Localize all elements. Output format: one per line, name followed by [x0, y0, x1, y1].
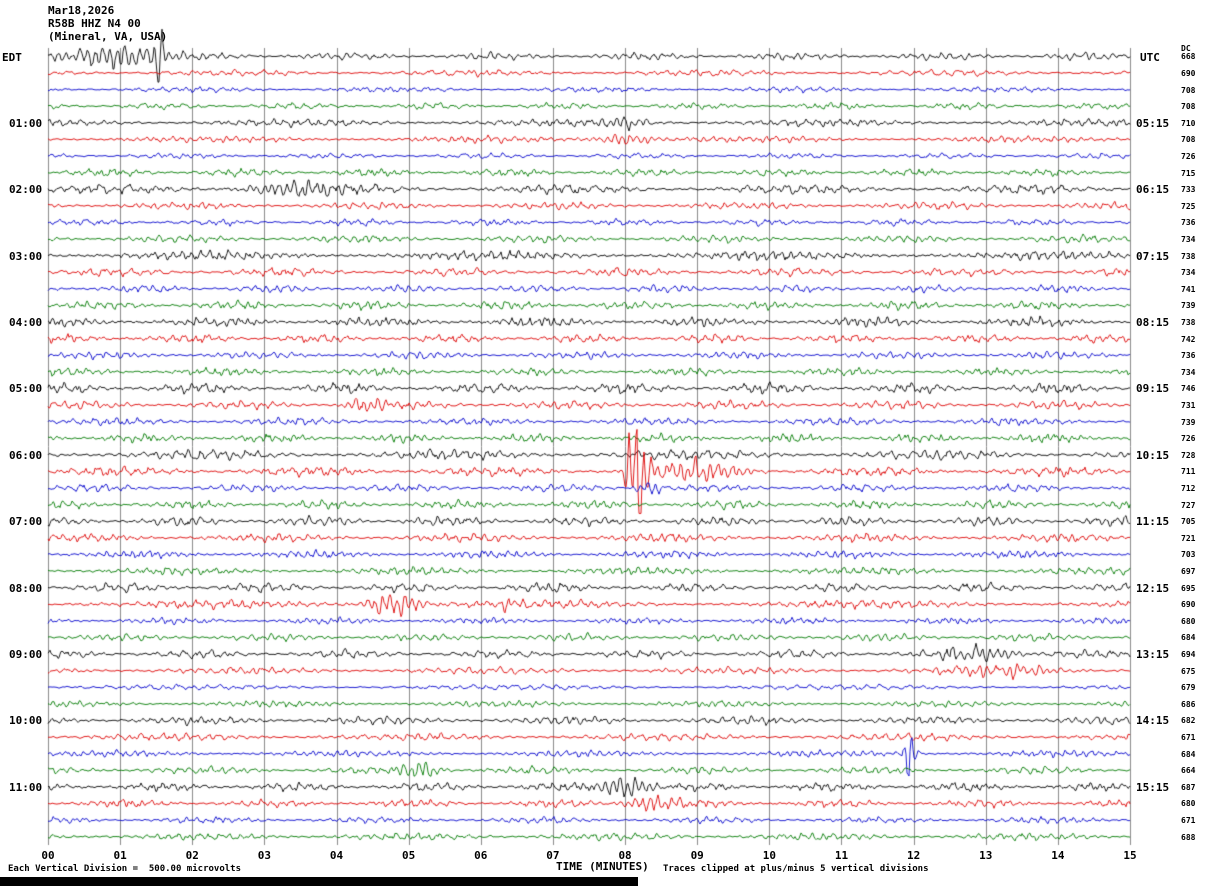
left-hour-label: 10:00 [9, 714, 43, 728]
left-hour-label: 11:00 [9, 780, 43, 794]
dc-value: 728 [1181, 450, 1196, 460]
x-tick-label: 06 [474, 849, 488, 862]
dc-value: 721 [1181, 533, 1196, 543]
left-timezone-label: EDT [2, 51, 22, 64]
dc-value: 731 [1181, 400, 1196, 410]
right-hour-label: 07:15 [1136, 249, 1170, 263]
right-hour-label: 11:15 [1136, 515, 1170, 529]
dc-value: 734 [1181, 234, 1196, 244]
dc-value: 739 [1181, 301, 1196, 311]
dc-value: 726 [1181, 434, 1196, 444]
dc-value: 736 [1181, 218, 1196, 228]
dc-value: 687 [1181, 782, 1196, 792]
dc-value: 671 [1181, 816, 1196, 826]
dc-value: 695 [1181, 583, 1196, 593]
dc-value: 734 [1181, 268, 1196, 278]
dc-value: 675 [1181, 666, 1196, 676]
dc-value: 664 [1181, 766, 1196, 776]
x-tick-label: 08 [618, 849, 632, 862]
dc-value: 708 [1181, 85, 1196, 95]
dc-value: 688 [1181, 832, 1196, 842]
dc-value: 679 [1181, 683, 1196, 693]
dc-value: 703 [1181, 550, 1196, 560]
header-station: R58B HHZ N4 00 [48, 17, 141, 30]
dc-value: 725 [1181, 201, 1196, 211]
x-tick-label: 11 [834, 849, 849, 862]
right-hour-label: 08:15 [1136, 315, 1170, 329]
left-hour-label: 02:00 [9, 183, 43, 197]
dc-value: 690 [1181, 600, 1196, 610]
right-hour-label: 13:15 [1136, 648, 1170, 662]
dc-value: 710 [1181, 118, 1196, 128]
dc-value: 746 [1181, 384, 1196, 394]
dc-value: 686 [1181, 699, 1196, 709]
dc-value: 708 [1181, 135, 1196, 145]
left-hour-label: 09:00 [9, 648, 43, 662]
dc-value: 739 [1181, 417, 1196, 427]
dc-value: 715 [1181, 168, 1196, 178]
right-hour-label: 14:15 [1136, 714, 1170, 728]
dc-value: 738 [1181, 317, 1196, 327]
dc-value: 697 [1181, 567, 1196, 577]
right-hour-label: 12:15 [1136, 581, 1170, 595]
dc-value: 711 [1181, 467, 1196, 477]
dc-value: 734 [1181, 367, 1196, 377]
left-hour-label: 08:00 [9, 581, 43, 595]
x-tick-label: 07 [546, 849, 560, 862]
dc-value: 680 [1181, 799, 1196, 809]
x-tick-label: 15 [1123, 849, 1137, 862]
x-tick-label: 00 [41, 849, 55, 862]
left-hour-label: 01:00 [9, 116, 43, 130]
right-hour-label: 15:15 [1136, 780, 1170, 794]
left-hour-label: 07:00 [9, 515, 43, 529]
x-tick-label: 09 [690, 849, 704, 862]
header-date: Mar18,2026 [48, 4, 115, 17]
dc-value: 694 [1181, 650, 1196, 660]
x-tick-label: 01 [113, 849, 127, 862]
right-hour-label: 06:15 [1136, 183, 1170, 197]
x-tick-label: 02 [185, 849, 199, 862]
x-tick-label: 05 [402, 849, 416, 862]
dc-value: 708 [1181, 102, 1196, 112]
dc-value: 736 [1181, 351, 1196, 361]
x-tick-label: 12 [906, 849, 921, 862]
header-location: (Mineral, VA, USA) [48, 30, 168, 43]
dc-value: 741 [1181, 284, 1196, 294]
dc-value: 682 [1181, 716, 1196, 726]
x-tick-label: 14 [1051, 849, 1065, 862]
right-hour-label: 10:15 [1136, 448, 1170, 462]
x-tick-label: 04 [329, 849, 344, 862]
left-hour-label: 03:00 [9, 249, 43, 263]
dc-value: 726 [1181, 151, 1196, 161]
x-tick-label: 13 [979, 849, 993, 862]
dc-value: 690 [1181, 68, 1196, 78]
x-tick-label: 10 [762, 849, 776, 862]
right-timezone-label: UTC [1140, 51, 1160, 64]
left-hour-label: 06:00 [9, 448, 43, 462]
dc-value: 671 [1181, 733, 1196, 743]
footer-scale-note: Each Vertical Division = 500.00 microvol… [8, 864, 241, 874]
x-tick-label: 03 [257, 849, 272, 862]
dc-value: 684 [1181, 749, 1196, 759]
dc-value: 738 [1181, 251, 1196, 261]
dc-value: 705 [1181, 517, 1196, 527]
x-axis-title: TIME (MINUTES) [556, 860, 649, 873]
right-hour-label: 09:15 [1136, 382, 1170, 396]
dc-value: 684 [1181, 633, 1196, 643]
dc-value: 742 [1181, 334, 1196, 344]
dc-value: 668 [1181, 52, 1196, 62]
header: Mar18,2026 R58B HHZ N4 00 (Mineral, VA, … [48, 4, 167, 43]
dc-value: 680 [1181, 616, 1196, 626]
bottom-bar [0, 877, 638, 886]
dc-value: 727 [1181, 500, 1196, 510]
left-hour-label: 04:00 [9, 315, 43, 329]
right-hour-label: 05:15 [1136, 116, 1170, 130]
footer-clip-note: Traces clipped at plus/minus 5 vertical … [663, 864, 929, 874]
dc-value: 733 [1181, 185, 1196, 195]
dc-value: 712 [1181, 484, 1196, 493]
left-hour-label: 05:00 [9, 382, 43, 396]
dc-column-label: DC [1181, 44, 1191, 53]
